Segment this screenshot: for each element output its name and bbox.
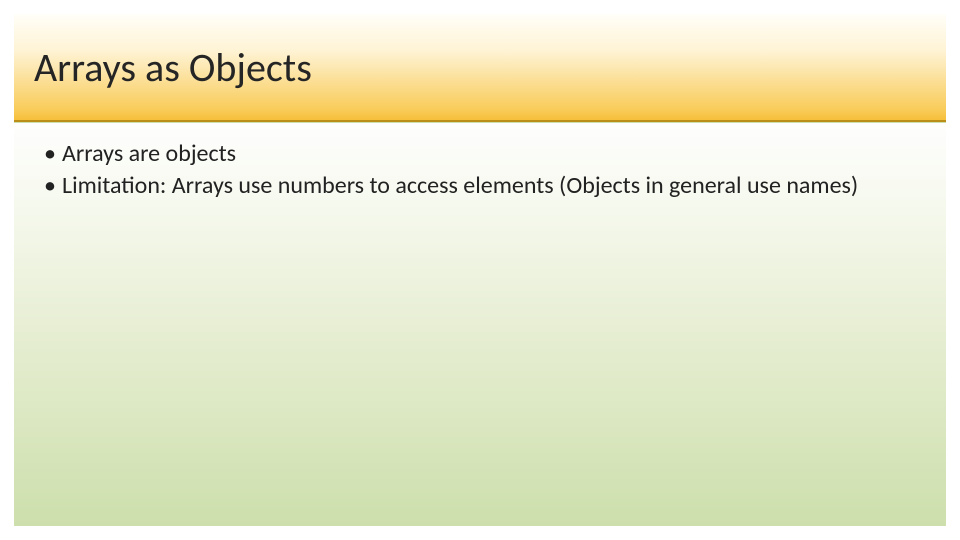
slide-title: Arrays as Objects	[34, 43, 312, 92]
slide-header: Arrays as Objects	[14, 14, 946, 122]
bullet-item: Limitation: Arrays use numbers to access…	[44, 171, 922, 201]
slide-body: Arrays are objects Limitation: Arrays us…	[14, 122, 946, 526]
slide: Arrays as Objects Arrays are objects Lim…	[0, 0, 960, 540]
bullet-item: Arrays are objects	[44, 139, 922, 169]
bullet-list: Arrays are objects Limitation: Arrays us…	[44, 139, 922, 201]
